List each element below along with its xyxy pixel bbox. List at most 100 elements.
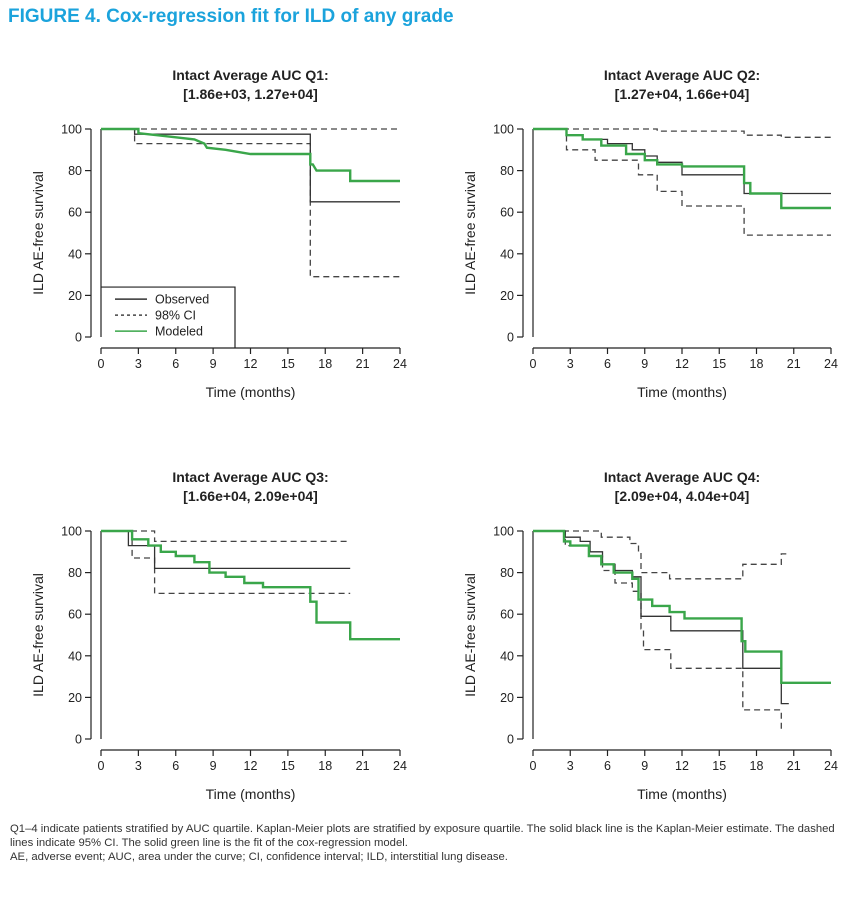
x-tick-label: 15 [281, 357, 295, 371]
series-modeled [101, 127, 400, 183]
x-tick-label: 9 [210, 357, 217, 371]
x-tick-label: 6 [604, 357, 611, 371]
x-tick-label: 0 [98, 759, 105, 773]
y-axis-title: ILD AE-free survival [30, 171, 46, 295]
footnote-line-1: Q1–4 indicate patients stratified by AUC… [10, 823, 835, 849]
x-tick-label: 15 [712, 357, 726, 371]
y-tick-label: 0 [507, 331, 514, 345]
y-tick-label: 100 [493, 123, 514, 137]
x-tick-label: 3 [567, 759, 574, 773]
x-tick-label: 12 [244, 759, 258, 773]
y-tick-label: 100 [493, 525, 514, 539]
y-tick-label: 60 [500, 608, 514, 622]
series-98-ci-upper [533, 530, 789, 580]
x-tick-label: 18 [750, 357, 764, 371]
x-tick-label: 24 [824, 759, 838, 773]
series-observed [533, 128, 831, 195]
y-tick-label: 80 [500, 566, 514, 580]
figure-title: FIGURE 4. Cox-regression fit for ILD of … [8, 6, 454, 27]
x-tick-label: 0 [98, 357, 105, 371]
x-tick-label: 24 [393, 357, 407, 371]
chart-title-line1: Intact Average AUC Q1: [172, 67, 328, 83]
x-tick-label: 9 [641, 357, 648, 371]
series-modeled [101, 529, 400, 641]
x-tick-label: 0 [530, 357, 537, 371]
chart-title-line2: [2.09e+04, 4.04e+04] [615, 488, 750, 504]
legend: Observed 98% CI Modeled [101, 286, 236, 348]
y-tick-label: 40 [68, 649, 82, 663]
series-modeled [533, 127, 831, 210]
x-tick-label: 3 [135, 357, 142, 371]
chart-title-line2: [1.66e+04, 2.09e+04] [183, 488, 318, 504]
x-tick-label: 3 [567, 357, 574, 371]
y-tick-label: 60 [500, 206, 514, 220]
x-axis-title: Time (months) [206, 384, 296, 400]
chart-panel-4: Intact Average AUC Q4: [2.09e+04, 4.04e+0… [462, 469, 838, 802]
series-98-ci-lower [101, 128, 400, 278]
x-tick-label: 24 [824, 357, 838, 371]
x-tick-label: 15 [281, 759, 295, 773]
legend-label: Observed [155, 293, 209, 307]
y-tick-label: 20 [68, 691, 82, 705]
footnote: Q1–4 indicate patients stratified by AUC… [10, 822, 860, 864]
x-tick-label: 12 [675, 357, 689, 371]
y-tick-label: 100 [61, 123, 82, 137]
x-tick-label: 9 [641, 759, 648, 773]
x-tick-label: 21 [787, 759, 801, 773]
chart-panel-3: Intact Average AUC Q3: [1.66e+04, 2.09e+0… [30, 469, 407, 802]
chart-title-line2: [1.27e+04, 1.66e+04] [615, 86, 750, 102]
y-tick-label: 20 [68, 289, 82, 303]
y-axis-title: ILD AE-free survival [462, 573, 478, 697]
x-tick-label: 21 [787, 357, 801, 371]
y-tick-label: 80 [500, 164, 514, 178]
y-tick-label: 40 [500, 649, 514, 663]
y-tick-label: 0 [75, 331, 82, 345]
chart-panel-1: Intact Average AUC Q1: [1.86e+03, 1.27e+0… [30, 67, 407, 400]
x-tick-label: 3 [135, 759, 142, 773]
series-observed [101, 128, 400, 203]
y-tick-label: 80 [68, 566, 82, 580]
y-axis-title: ILD AE-free survival [462, 171, 478, 295]
series-98-ci-upper [533, 128, 831, 138]
series-observed [533, 530, 789, 705]
x-tick-label: 12 [244, 357, 258, 371]
x-axis-title: Time (months) [637, 786, 727, 802]
x-axis-title: Time (months) [206, 786, 296, 802]
y-axis-title: ILD AE-free survival [30, 573, 46, 697]
y-tick-label: 40 [68, 247, 82, 261]
x-tick-label: 6 [604, 759, 611, 773]
x-tick-label: 18 [318, 759, 332, 773]
x-tick-label: 18 [750, 759, 764, 773]
x-tick-label: 24 [393, 759, 407, 773]
x-tick-label: 9 [210, 759, 217, 773]
chart-panel-2: Intact Average AUC Q2: [1.27e+04, 1.66e+0… [462, 67, 838, 400]
x-tick-label: 6 [172, 357, 179, 371]
y-tick-label: 20 [500, 289, 514, 303]
y-tick-label: 40 [500, 247, 514, 261]
chart-title-line2: [1.86e+03, 1.27e+04] [183, 86, 318, 102]
chart-title-line1: Intact Average AUC Q4: [604, 469, 760, 485]
series-modeled [533, 529, 831, 684]
x-tick-label: 0 [530, 759, 537, 773]
y-tick-label: 0 [75, 733, 82, 747]
y-tick-label: 0 [507, 733, 514, 747]
legend-label: 98% CI [155, 309, 196, 323]
x-tick-label: 21 [356, 759, 370, 773]
series-observed [101, 530, 351, 570]
x-tick-label: 6 [172, 759, 179, 773]
series-98-ci-lower [533, 530, 782, 733]
x-tick-label: 15 [712, 759, 726, 773]
y-tick-label: 100 [61, 525, 82, 539]
x-tick-label: 21 [356, 357, 370, 371]
x-axis-title: Time (months) [637, 384, 727, 400]
x-tick-label: 18 [318, 357, 332, 371]
x-tick-label: 12 [675, 759, 689, 773]
chart-title-line1: Intact Average AUC Q2: [604, 67, 760, 83]
y-tick-label: 60 [68, 206, 82, 220]
chart-title-line1: Intact Average AUC Q3: [172, 469, 328, 485]
footnote-line-2: AE, adverse event; AUC, area under the c… [10, 851, 508, 863]
series-98-ci-lower [533, 128, 831, 236]
series-98-ci-upper [101, 530, 351, 543]
y-tick-label: 20 [500, 691, 514, 705]
